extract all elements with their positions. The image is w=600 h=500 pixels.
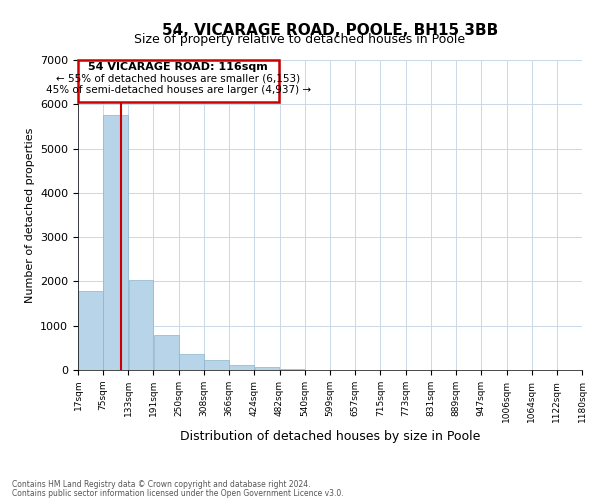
Bar [229,365,254,370]
Text: Size of property relative to detached houses in Poole: Size of property relative to detached ho… [134,32,466,46]
Bar [103,116,128,370]
Title: 54, VICARAGE ROAD, POOLE, BH15 3BB: 54, VICARAGE ROAD, POOLE, BH15 3BB [162,23,498,38]
Bar [128,280,153,370]
Text: 45% of semi-detached houses are larger (4,937) →: 45% of semi-detached houses are larger (… [46,85,311,95]
Text: ← 55% of detached houses are smaller (6,153): ← 55% of detached houses are smaller (6,… [56,74,301,84]
X-axis label: Distribution of detached houses by size in Poole: Distribution of detached houses by size … [180,430,480,443]
Text: Contains HM Land Registry data © Crown copyright and database right 2024.: Contains HM Land Registry data © Crown c… [12,480,311,489]
Bar [280,368,304,370]
Bar [78,291,103,370]
Bar [154,334,179,370]
Bar [254,368,279,370]
Text: 54 VICARAGE ROAD: 116sqm: 54 VICARAGE ROAD: 116sqm [88,62,268,72]
Bar [78,60,278,102]
Bar [205,360,229,370]
Text: Contains public sector information licensed under the Open Government Licence v3: Contains public sector information licen… [12,488,344,498]
Y-axis label: Number of detached properties: Number of detached properties [25,128,35,302]
Bar [179,354,204,370]
